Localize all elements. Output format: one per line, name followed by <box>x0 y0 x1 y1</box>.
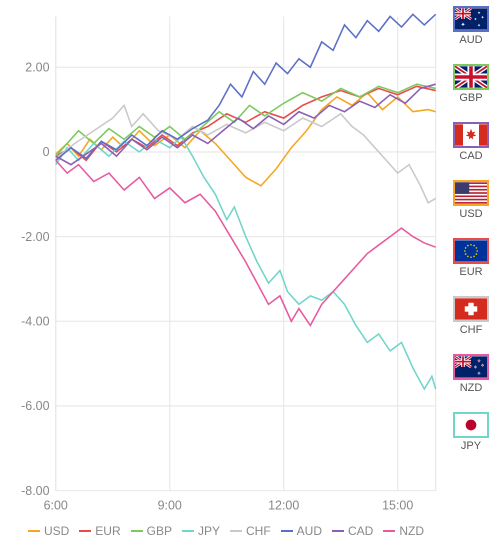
svg-text:12:00: 12:00 <box>268 499 299 513</box>
series-GBP <box>56 84 436 156</box>
series-AUD <box>56 14 436 160</box>
legend-item-AUD[interactable]: AUD <box>281 524 322 538</box>
svg-text:6:00: 6:00 <box>44 499 68 513</box>
side-label: CAD <box>459 150 482 162</box>
flag-eur-icon <box>453 238 489 264</box>
currency-strength-widget: -8.00 -6.00 -4.00 -2.00 0 2.00 6:00 9:00 12:00 15… <box>0 0 500 546</box>
legend: USD EUR GBP JPY CHF AUD CAD NZD <box>8 516 444 542</box>
legend-label: EUR <box>95 524 120 538</box>
legend-item-CAD[interactable]: CAD <box>332 524 373 538</box>
line-chart: -8.00 -6.00 -4.00 -2.00 0 2.00 6:00 9:00 12:00 15… <box>8 8 444 516</box>
svg-text:0: 0 <box>43 145 50 159</box>
svg-text:9:00: 9:00 <box>158 499 182 513</box>
side-label: JPY <box>461 440 481 452</box>
side-label: CHF <box>460 324 483 336</box>
legend-label: CHF <box>246 524 271 538</box>
svg-text:-8.00: -8.00 <box>21 484 49 498</box>
series-NZD <box>56 160 436 325</box>
flag-aud-icon <box>453 6 489 32</box>
series-USD <box>56 93 436 186</box>
legend-swatch <box>281 530 293 532</box>
flag-nzd-icon <box>453 354 489 380</box>
side-label: EUR <box>459 266 482 278</box>
flag-usd-icon <box>453 180 489 206</box>
legend-swatch <box>332 530 344 532</box>
side-label: AUD <box>459 34 482 46</box>
flag-chf-icon <box>453 296 489 322</box>
legend-item-NZD[interactable]: NZD <box>383 524 424 538</box>
legend-swatch <box>182 530 194 532</box>
side-item-USD[interactable]: USD <box>448 180 494 220</box>
side-item-CAD[interactable]: CAD <box>448 122 494 162</box>
legend-label: USD <box>44 524 69 538</box>
side-item-JPY[interactable]: JPY <box>448 412 494 452</box>
svg-text:2.00: 2.00 <box>25 60 49 74</box>
legend-label: GBP <box>147 524 172 538</box>
series-CHF <box>56 105 436 202</box>
legend-label: AUD <box>297 524 322 538</box>
flag-cad-icon <box>453 122 489 148</box>
side-item-GBP[interactable]: GBP <box>448 64 494 104</box>
legend-item-GBP[interactable]: GBP <box>131 524 172 538</box>
side-item-AUD[interactable]: AUD <box>448 6 494 46</box>
side-item-NZD[interactable]: NZD <box>448 354 494 394</box>
svg-text:-4.00: -4.00 <box>21 314 49 328</box>
side-item-EUR[interactable]: EUR <box>448 238 494 278</box>
side-label: USD <box>459 208 482 220</box>
legend-swatch <box>131 530 143 532</box>
svg-text:-6.00: -6.00 <box>21 399 49 413</box>
legend-item-CHF[interactable]: CHF <box>230 524 271 538</box>
side-item-CHF[interactable]: CHF <box>448 296 494 336</box>
chart-area: -8.00 -6.00 -4.00 -2.00 0 2.00 6:00 9:00 12:00 15… <box>8 8 444 516</box>
flag-gbp-icon <box>453 64 489 90</box>
side-label: GBP <box>459 92 482 104</box>
legend-label: JPY <box>198 524 220 538</box>
currency-side-panel: AUD GBP CAD USD EUR CHF NZD JPY <box>448 0 500 546</box>
legend-label: CAD <box>348 524 373 538</box>
legend-swatch <box>383 530 395 532</box>
legend-swatch <box>28 530 40 532</box>
legend-swatch <box>79 530 91 532</box>
side-label: NZD <box>460 382 483 394</box>
svg-text:15:00: 15:00 <box>382 499 413 513</box>
legend-swatch <box>230 530 242 532</box>
legend-item-USD[interactable]: USD <box>28 524 69 538</box>
legend-item-EUR[interactable]: EUR <box>79 524 120 538</box>
flag-jpy-icon <box>453 412 489 438</box>
chart-column: -8.00 -6.00 -4.00 -2.00 0 2.00 6:00 9:00 12:00 15… <box>0 0 448 546</box>
legend-item-JPY[interactable]: JPY <box>182 524 220 538</box>
svg-text:-2.00: -2.00 <box>21 230 49 244</box>
legend-label: NZD <box>399 524 424 538</box>
